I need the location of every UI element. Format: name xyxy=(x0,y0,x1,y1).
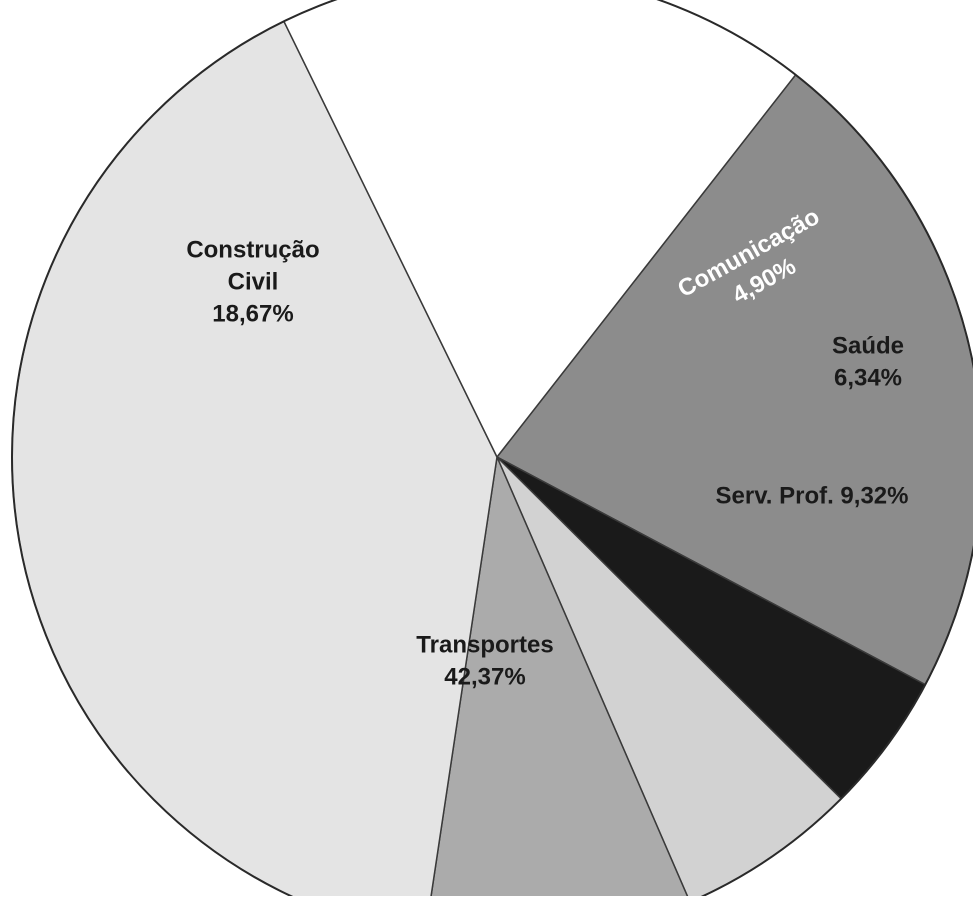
pie-outline xyxy=(11,0,973,901)
slice-category-label: Transportes xyxy=(416,631,553,658)
slice-value-label: 23,31% xyxy=(535,185,616,212)
pie-label-constru-o-civil: Construção Civil 18,67% xyxy=(186,236,319,327)
pie-label-outros: Outros 23,31% xyxy=(535,153,616,212)
slice-value-label: 6,34% xyxy=(834,364,902,391)
slice-value-label: 42,37% xyxy=(444,663,525,690)
slice-category-label: Civil xyxy=(228,268,279,295)
pie-slice-serv-prof xyxy=(429,456,691,901)
slice-category-label: Saúde xyxy=(832,332,904,359)
slice-value-label: 18,67% xyxy=(212,300,293,327)
pie-label-transportes: Transportes 42,37% xyxy=(416,631,553,690)
slice-category-label: Outros xyxy=(537,153,616,180)
pie-label-sa-de: Saúde 6,34% xyxy=(832,332,904,391)
pie-slices xyxy=(11,0,973,901)
slice-category-label: Serv. Prof. 9,32% xyxy=(716,482,909,509)
pie-label-serv-prof: Serv. Prof. 9,32% xyxy=(716,482,909,509)
slice-category-label: Construção xyxy=(186,236,319,263)
